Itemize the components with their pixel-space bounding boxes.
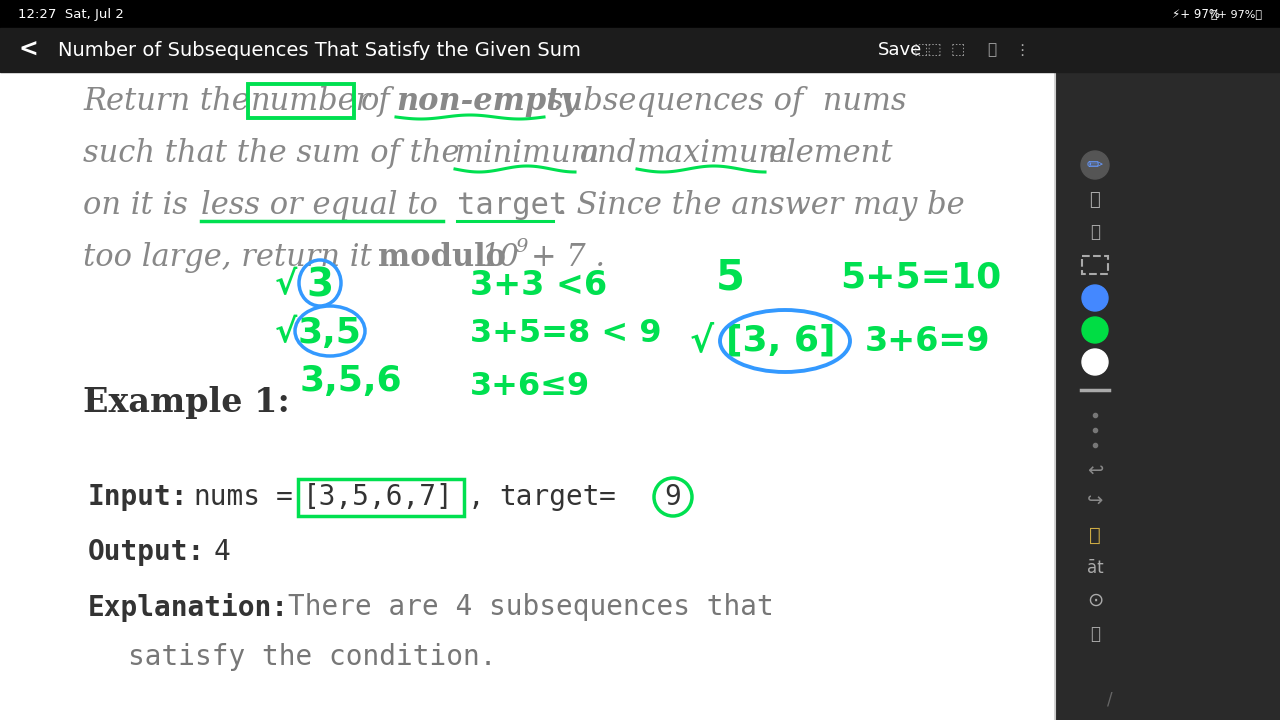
Text: √: √: [690, 324, 714, 358]
Ellipse shape: [1082, 151, 1108, 179]
Text: 3+6≤9: 3+6≤9: [470, 371, 590, 402]
Text: 5: 5: [716, 256, 745, 298]
Text: nums: nums: [193, 483, 260, 511]
Text: ✏: ✏: [1087, 156, 1103, 174]
Text: <: <: [18, 38, 38, 62]
Text: 10: 10: [481, 241, 520, 272]
Text: =: =: [599, 483, 616, 511]
Text: ,: ,: [468, 483, 485, 511]
Text: of: of: [361, 86, 390, 117]
Text: ↪: ↪: [1087, 490, 1103, 510]
Text: + 7 .: + 7 .: [531, 241, 605, 272]
Text: target: target: [499, 483, 599, 511]
Ellipse shape: [1082, 285, 1108, 311]
Text: 🔒: 🔒: [1091, 625, 1100, 643]
Text: Return the: Return the: [83, 86, 250, 117]
Text: ⋮: ⋮: [1014, 42, 1029, 58]
Text: less or equal to: less or equal to: [201, 189, 438, 220]
Text: 12:27  Sat, Jul 2: 12:27 Sat, Jul 2: [18, 7, 124, 20]
Text: on it is: on it is: [83, 189, 188, 220]
Text: Output:: Output:: [88, 538, 205, 566]
Text: √: √: [275, 317, 297, 349]
Text: 🖇: 🖇: [987, 42, 997, 58]
Ellipse shape: [1082, 317, 1108, 343]
Text: element: element: [769, 138, 893, 168]
Text: target: target: [457, 191, 567, 220]
Text: too large, return it: too large, return it: [83, 241, 371, 272]
Text: =: =: [276, 483, 293, 511]
Text: ⬚⬚: ⬚⬚: [914, 42, 942, 58]
Bar: [0, 28, 1280, 72]
Text: 9: 9: [515, 238, 527, 256]
Text: 3,5: 3,5: [298, 316, 362, 350]
Text: √: √: [275, 269, 297, 302]
Text: ⬚: ⬚: [951, 42, 965, 58]
Text: 📶+ 97%🔋: 📶+ 97%🔋: [1211, 9, 1262, 19]
Text: /: /: [1107, 691, 1112, 709]
Text: non-empty: non-empty: [396, 86, 579, 117]
Text: 3+5=8 < 9: 3+5=8 < 9: [470, 318, 662, 348]
Text: and: and: [580, 138, 637, 168]
Text: 3,5,6: 3,5,6: [300, 364, 403, 398]
Text: ⬜: ⬜: [1091, 223, 1100, 241]
Text: number: number: [251, 86, 371, 117]
Text: . Since the answer may be: . Since the answer may be: [557, 189, 965, 220]
Text: ⚡+ 97%: ⚡+ 97%: [1172, 7, 1220, 20]
Text: ⊙: ⊙: [1087, 590, 1103, 610]
Text: such that the sum of the: such that the sum of the: [83, 138, 460, 168]
Text: [3, 6]: [3, 6]: [726, 324, 836, 358]
Text: modulo: modulo: [378, 241, 506, 272]
Text: Input:: Input:: [88, 483, 188, 511]
Text: Example 1:: Example 1:: [83, 385, 289, 418]
Text: 9: 9: [664, 483, 681, 511]
Bar: [0, 72, 1055, 720]
Text: Number of Subsequences That Satisfy the Given Sum: Number of Subsequences That Satisfy the …: [58, 40, 581, 60]
Text: 5+5=10: 5+5=10: [840, 260, 1001, 294]
Text: maximum: maximum: [637, 138, 788, 168]
Text: subsequences of  nums: subsequences of nums: [548, 86, 906, 117]
Text: 3: 3: [306, 266, 334, 304]
Text: 4: 4: [214, 538, 230, 566]
Text: 🖊: 🖊: [1089, 191, 1101, 209]
Text: minimum: minimum: [454, 138, 600, 168]
Text: Save: Save: [878, 41, 923, 59]
Text: ↩: ↩: [1087, 461, 1103, 480]
Ellipse shape: [1082, 349, 1108, 375]
Text: satisfy the condition.: satisfy the condition.: [128, 643, 497, 671]
Text: 3+3 <6: 3+3 <6: [470, 269, 607, 302]
Text: Ⓐ: Ⓐ: [1089, 526, 1101, 544]
Bar: [0, 0, 1280, 28]
Text: āt: āt: [1087, 559, 1103, 577]
Text: 3+6=9: 3+6=9: [865, 325, 991, 358]
Text: [3,5,6,7]: [3,5,6,7]: [303, 483, 453, 511]
Text: There are 4 subsequences that: There are 4 subsequences that: [288, 593, 773, 621]
Bar: [1055, 72, 1280, 720]
Text: Explanation:: Explanation:: [88, 593, 289, 621]
